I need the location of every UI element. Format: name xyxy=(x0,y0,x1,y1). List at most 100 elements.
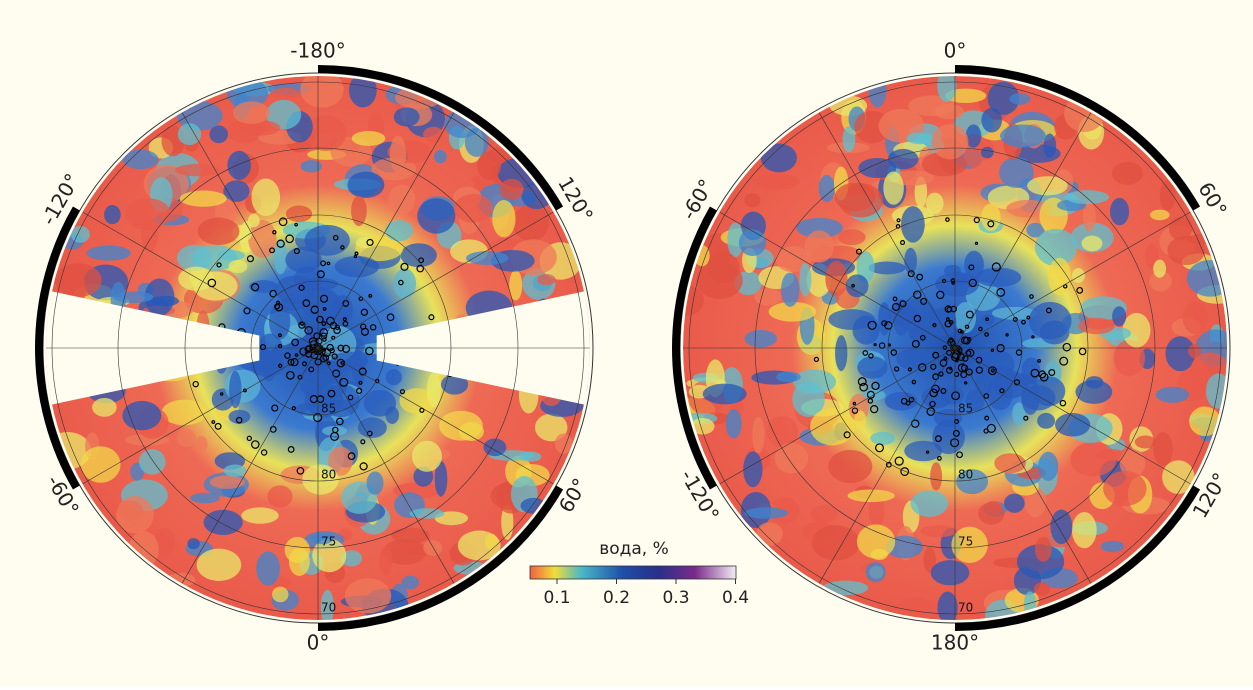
terrain-blob xyxy=(857,524,895,558)
longitude-label: 0° xyxy=(307,631,330,655)
terrain-blob xyxy=(388,185,415,215)
terrain-blob xyxy=(838,229,866,245)
terrain-blob xyxy=(1037,413,1055,429)
terrain-blob xyxy=(385,220,413,241)
terrain-blob xyxy=(301,160,323,172)
terrain-blob xyxy=(345,578,391,613)
terrain-blob xyxy=(799,263,811,297)
terrain-blob xyxy=(1065,190,1109,204)
terrain-blob xyxy=(776,372,800,383)
terrain-blob xyxy=(931,560,970,585)
terrain-blob xyxy=(352,131,386,146)
longitude-label: 180° xyxy=(931,631,979,655)
terrain-blob xyxy=(964,251,984,279)
terrain-blob xyxy=(1055,413,1090,437)
latitude-label: 85 xyxy=(958,402,973,416)
terrain-blob xyxy=(1110,198,1129,226)
terrain-blob xyxy=(477,152,501,180)
terrain-blob xyxy=(251,178,280,216)
terrain-blob xyxy=(379,546,392,575)
terrain-blob xyxy=(745,330,777,347)
terrain-blob xyxy=(267,485,292,507)
terrain-blob xyxy=(122,401,161,430)
terrain-blob xyxy=(870,432,895,445)
terrain-blob xyxy=(739,229,766,256)
terrain-blob xyxy=(519,451,541,461)
terrain-blob xyxy=(1135,436,1156,449)
terrain-blob xyxy=(256,551,280,585)
terrain-blob xyxy=(835,183,876,212)
terrain-blob xyxy=(1070,442,1116,477)
terrain-blob xyxy=(835,335,847,371)
terrain-blob xyxy=(906,132,932,144)
terrain-blob xyxy=(180,191,227,207)
terrain-blob xyxy=(726,409,742,438)
terrain-blob xyxy=(1112,162,1143,185)
terrain-blob xyxy=(1050,509,1072,544)
terrain-blob xyxy=(454,194,493,223)
latitude-label: 85 xyxy=(321,402,336,416)
terrain-blob xyxy=(981,147,994,158)
terrain-blob xyxy=(922,386,952,409)
terrain-blob xyxy=(811,505,838,523)
terrain-blob xyxy=(410,508,445,518)
terrain-blob xyxy=(55,263,102,297)
terrain-blob xyxy=(263,360,275,381)
terrain-blob xyxy=(920,525,957,537)
terrain-blob xyxy=(229,371,241,408)
terrain-blob xyxy=(423,127,443,142)
terrain-blob xyxy=(1153,432,1172,466)
terrain-blob xyxy=(974,374,992,395)
terrain-blob xyxy=(367,471,384,494)
terrain-blob xyxy=(427,373,441,408)
terrain-blob xyxy=(781,272,799,306)
terrain-blob xyxy=(394,107,420,126)
terrain-blob xyxy=(197,549,242,581)
terrain-blob xyxy=(301,278,338,290)
terrain-blob xyxy=(512,205,549,242)
terrain-blob xyxy=(935,104,964,119)
terrain-blob xyxy=(271,88,302,99)
terrain-blob xyxy=(978,502,1004,524)
terrain-blob xyxy=(391,527,429,543)
terrain-blob xyxy=(386,369,402,385)
terrain-blob xyxy=(1103,471,1146,506)
terrain-blob xyxy=(760,176,794,186)
longitude-label: -180° xyxy=(290,39,345,63)
terrain-blob xyxy=(104,205,121,224)
terrain-blob xyxy=(249,280,277,293)
terrain-blob xyxy=(224,465,246,477)
terrain-blob xyxy=(1082,235,1103,251)
terrain-blob xyxy=(332,295,353,324)
terrain-blob xyxy=(87,246,131,261)
terrain-blob xyxy=(926,193,944,214)
terrain-blob xyxy=(1156,387,1189,403)
terrain-blob xyxy=(193,271,238,300)
terrain-blob xyxy=(911,490,949,516)
terrain-blob xyxy=(828,450,872,483)
terrain-blob xyxy=(394,268,417,298)
terrain-blob xyxy=(466,251,508,265)
terrain-blob xyxy=(981,108,1002,133)
terrain-blob xyxy=(423,540,442,556)
terrain-blob xyxy=(1112,306,1126,326)
terrain-blob xyxy=(125,198,170,230)
terrain-blob xyxy=(195,436,207,452)
terrain-blob xyxy=(187,538,200,549)
colorbar-tick-label: 0.2 xyxy=(603,588,630,608)
terrain-blob xyxy=(485,534,498,550)
terrain-blob xyxy=(364,390,396,417)
terrain-blob xyxy=(402,576,420,590)
terrain-blob xyxy=(883,172,904,205)
terrain-blob xyxy=(289,548,310,576)
terrain-blob xyxy=(707,252,740,282)
terrain-blob xyxy=(248,214,260,227)
terrain-blob xyxy=(241,507,278,523)
terrain-blob xyxy=(1029,302,1072,340)
terrain-blob xyxy=(417,198,455,233)
terrain-blob xyxy=(175,164,221,176)
terrain-blob xyxy=(356,237,374,248)
terrain-blob xyxy=(853,316,880,345)
terrain-blob xyxy=(1167,236,1205,265)
terrain-blob xyxy=(304,225,349,256)
